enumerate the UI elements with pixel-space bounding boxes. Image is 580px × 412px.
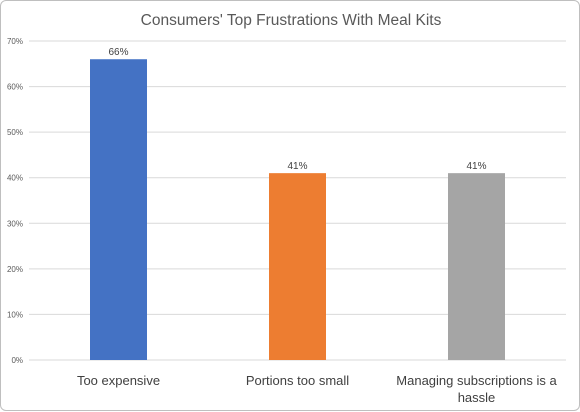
bar	[90, 59, 147, 360]
y-tick-label: 30%	[7, 219, 23, 228]
bar	[269, 173, 326, 360]
bars	[90, 59, 505, 360]
y-tick-label: 40%	[7, 174, 23, 183]
y-tick-label: 20%	[7, 265, 23, 274]
x-axis: Too expensive Portions too small Managing …	[77, 373, 558, 405]
x-tick-label: Managing subscriptions is a	[396, 373, 557, 388]
y-axis: 0% 10% 20% 30% 40% 50% 60% 70%	[7, 37, 23, 365]
x-tick-label: hassle	[458, 390, 496, 405]
y-tick-label: 70%	[7, 37, 23, 46]
chart-title: Consumers' Top Frustrations With Meal Ki…	[141, 12, 442, 29]
x-tick-label: Portions too small	[246, 373, 349, 388]
bar	[448, 173, 505, 360]
data-label: 41%	[466, 161, 486, 172]
data-label: 66%	[108, 47, 128, 58]
y-tick-label: 50%	[7, 128, 23, 137]
y-tick-label: 0%	[11, 356, 23, 365]
data-label: 41%	[287, 161, 307, 172]
y-tick-label: 10%	[7, 310, 23, 319]
data-labels: 66% 41% 41%	[108, 47, 486, 172]
y-tick-label: 60%	[7, 83, 23, 92]
x-tick-label: Too expensive	[77, 373, 160, 388]
